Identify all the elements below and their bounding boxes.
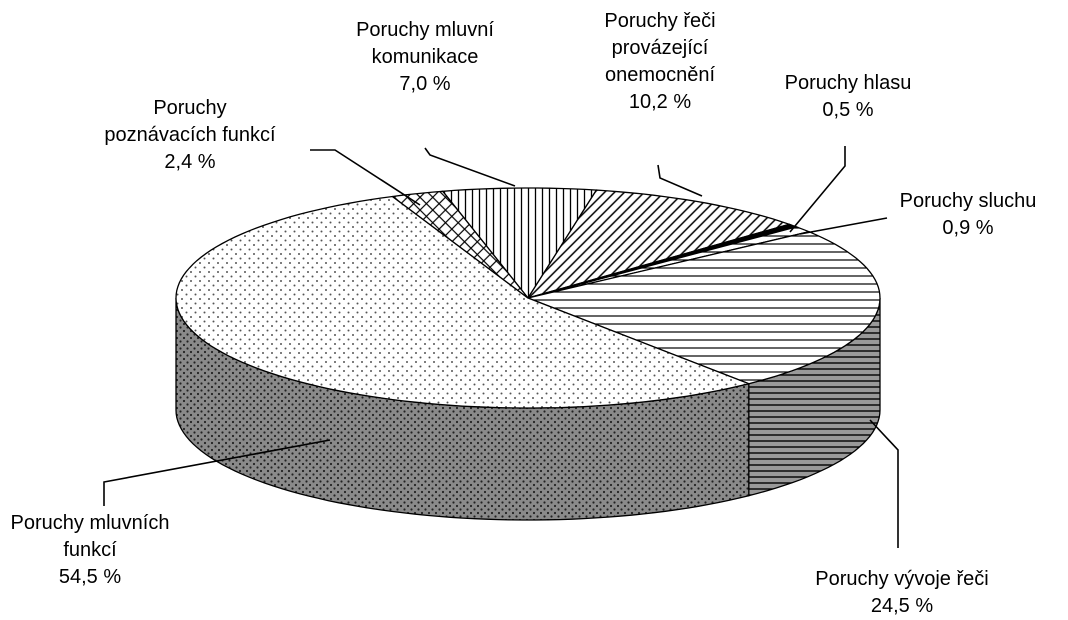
value-label: 24,5 % bbox=[870, 595, 934, 617]
slice-label: Poruchy mluvních funkcí 54,5 % bbox=[0, 510, 180, 591]
leader-line bbox=[799, 217, 888, 235]
category-label: Poruchy řeči provázející onemocnění bbox=[604, 10, 716, 86]
category-label: Poruchy hlasu bbox=[784, 72, 912, 94]
leader-line bbox=[869, 419, 899, 548]
leader-line bbox=[657, 164, 703, 197]
value-label: 0,9 % bbox=[942, 217, 994, 239]
slice-label: Poruchy sluchu 0,9 % bbox=[878, 188, 1058, 242]
category-label: Poruchy mluvních funkcí bbox=[10, 512, 170, 561]
leader-lines bbox=[103, 146, 899, 548]
slice bbox=[525, 231, 881, 385]
category-label: Poruchy sluchu bbox=[899, 190, 1037, 212]
slice-label: Poruchy hlasu 0,5 % bbox=[773, 70, 923, 124]
value-label: 0,5 % bbox=[822, 99, 874, 121]
category-label: Poruchy poznávacích funkcí bbox=[104, 97, 276, 146]
value-label: 2,4 % bbox=[164, 151, 216, 173]
category-label: Poruchy mluvní komunikace bbox=[356, 19, 494, 68]
slice-label: Poruchy vývoje řeči 24,5 % bbox=[772, 566, 1032, 620]
leader-line bbox=[103, 439, 331, 506]
slice-label: Poruchy řeči provázející onemocnění 10,2 … bbox=[590, 8, 730, 116]
slice bbox=[526, 189, 792, 300]
leader-line bbox=[310, 149, 421, 206]
slice-label: Poruchy mluvní komunikace 7,0 % bbox=[340, 17, 510, 98]
value-label: 7,0 % bbox=[399, 73, 451, 95]
value-label: 10,2 % bbox=[628, 91, 692, 113]
slice bbox=[441, 187, 598, 300]
slice bbox=[175, 195, 751, 409]
pie bbox=[175, 187, 881, 521]
slice bbox=[390, 190, 529, 299]
value-label: 54,5 % bbox=[58, 566, 122, 588]
leader-line bbox=[789, 146, 846, 233]
category-label: Poruchy vývoje řeči bbox=[815, 568, 989, 590]
leader-line bbox=[424, 147, 516, 187]
slice-label: Poruchy poznávacích funkcí 2,4 % bbox=[95, 95, 285, 176]
